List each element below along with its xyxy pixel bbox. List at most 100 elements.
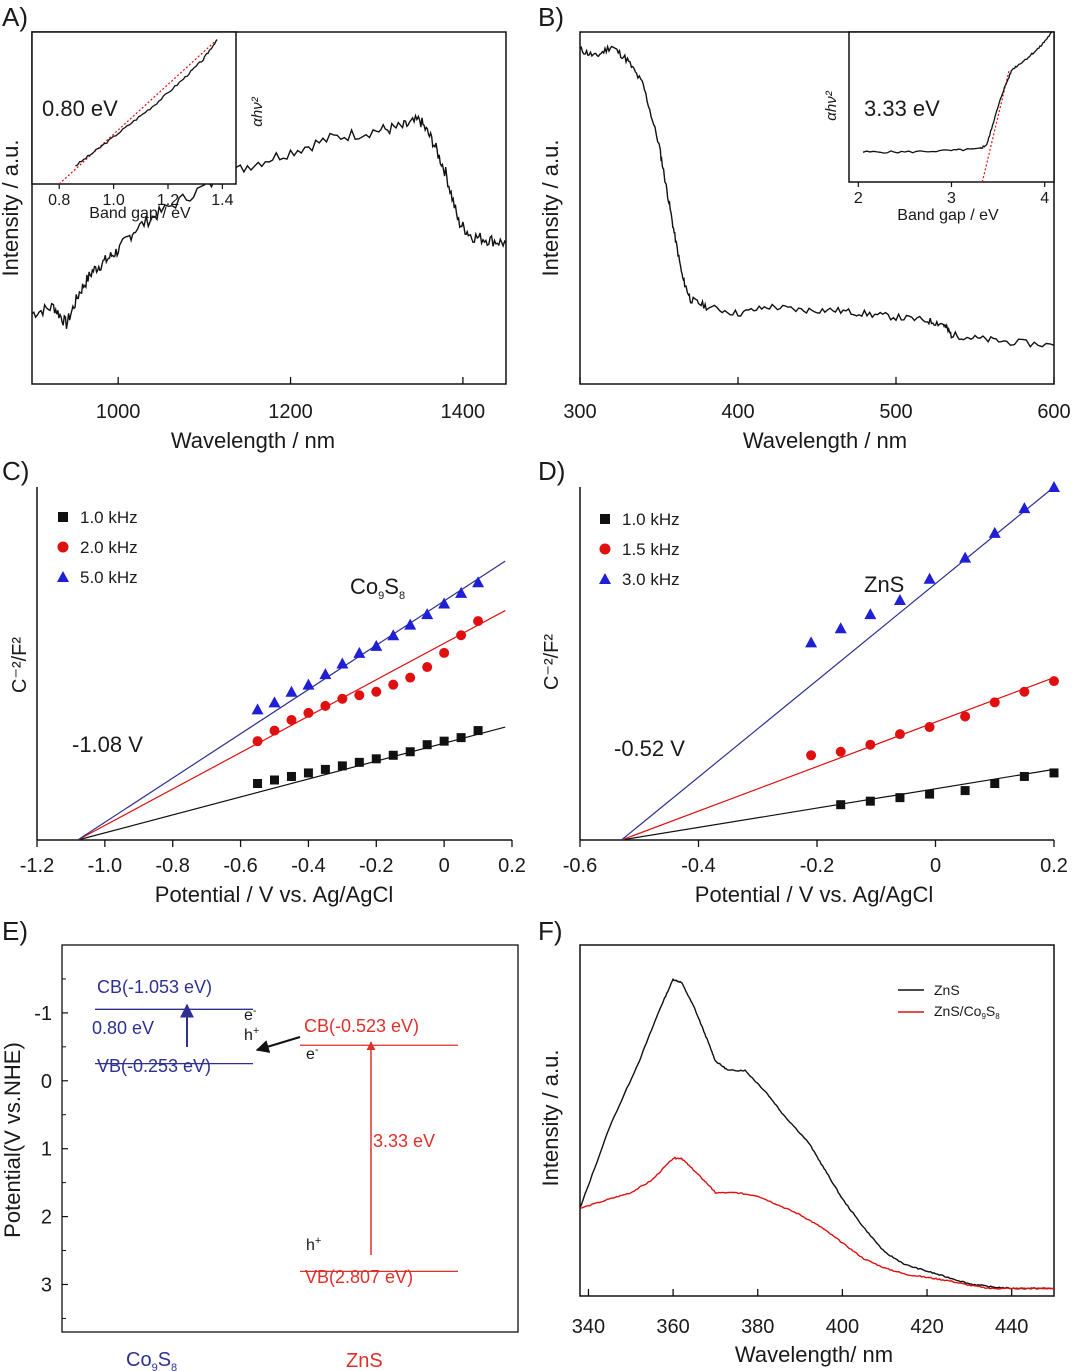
electron-label: e- — [306, 1044, 319, 1063]
y-tick-labels: -1 0 1 2 3 — [34, 1003, 52, 1297]
zns-cb-label: CB(-0.523 eV) — [304, 1016, 419, 1036]
electron-label: e- — [244, 1005, 257, 1024]
data-point-square — [865, 796, 875, 806]
panel-label: D) — [538, 456, 565, 486]
x-axis-ticks — [579, 377, 1055, 384]
x-tick-label: -0.8 — [155, 855, 189, 877]
inset-frame — [848, 31, 1055, 183]
band-gap-annotation: 0.80 eV — [42, 96, 118, 121]
x-tick-label: 0.2 — [1040, 855, 1068, 877]
pl-series — [579, 977, 1055, 1290]
data-point-circle — [865, 739, 876, 750]
data-point-circle — [354, 690, 365, 701]
data-point-square — [836, 800, 846, 810]
data-point-triangle — [404, 618, 417, 630]
data-point-circle — [456, 630, 467, 641]
flatband-annotation: -0.52 V — [614, 736, 685, 761]
pl-line-zns — [579, 977, 1055, 1290]
inset-y-axis-label: αhν² — [823, 90, 840, 120]
x-axis-label: Wavelength / nm — [743, 428, 907, 453]
legend-marker-triangle — [57, 571, 69, 582]
data-point-circle — [894, 729, 905, 740]
y-tick-label: 1 — [41, 1139, 52, 1161]
data-point-circle — [286, 714, 297, 725]
legend: 1.0 kHz 1.5 kHz 3.0 kHz — [599, 510, 680, 589]
data-point-circle — [405, 672, 416, 683]
data-point-square — [303, 768, 313, 778]
x-axis-ticks — [587, 1289, 1013, 1296]
pl-line-composite — [579, 1156, 1055, 1290]
data-point-square — [990, 779, 1000, 789]
data-point-circle — [989, 697, 1000, 708]
data-point-square — [1019, 771, 1029, 781]
x-axis-ticks — [579, 840, 1055, 847]
data-point-circle — [924, 722, 935, 733]
data-point-triangle — [893, 593, 906, 605]
data-point-circle — [269, 725, 280, 736]
fit-line — [77, 726, 506, 841]
x-tick-label: 1400 — [441, 401, 486, 423]
inset-plot: 0.8 1.0 1.2 1.4 Band gap / eV αhν² 0.80 eV — [31, 31, 266, 222]
x-axis-ticks — [117, 377, 464, 384]
panel-label: B) — [538, 2, 564, 32]
x-tick-label: -0.6 — [223, 855, 257, 877]
panel-f: F) 340 360 380 400 420 440 Intensity / a.u. W… — [538, 916, 1055, 1367]
data-point-triangle — [1018, 502, 1031, 514]
zns-material-label: ZnS — [346, 1350, 383, 1371]
hole-label: h+ — [244, 1025, 259, 1044]
band-gap-annotation: 3.33 eV — [864, 96, 940, 121]
data-point-square — [895, 793, 905, 803]
data-point-square — [270, 775, 279, 785]
data-point-triangle — [805, 636, 818, 648]
material-label: Co9S8 — [350, 574, 405, 602]
data-point-square — [439, 736, 449, 746]
data-point-square — [960, 786, 970, 796]
data-point-triangle — [370, 639, 383, 651]
x-tick-label: 440 — [995, 1316, 1028, 1338]
data-point-square — [371, 754, 381, 764]
inset-x-axis-label: Band gap / eV — [897, 207, 999, 224]
inset-x-tick-label: 2 — [854, 190, 863, 207]
co9s8-material-label: Co9S8 — [126, 1349, 177, 1371]
data-point-square — [405, 747, 415, 757]
y-axis-label: Intensity / a.u. — [538, 1050, 563, 1187]
data-point-triangle — [387, 629, 400, 641]
data-point-square — [388, 750, 398, 760]
inset-x-tick-label: 1.0 — [102, 192, 124, 209]
co9s8-cb-label: CB(-1.053 eV) — [97, 977, 212, 997]
data-point-triangle — [302, 678, 315, 690]
data-point-circle — [337, 693, 348, 704]
data-point-triangle — [336, 657, 349, 669]
data-point-circle — [303, 707, 314, 718]
x-tick-labels: 1000 1200 1400 — [96, 401, 485, 423]
legend-label: 3.0 kHz — [622, 570, 680, 589]
absorbance-line — [31, 113, 507, 329]
x-tick-labels: -1.2 -1.0 -0.8 -0.6 -0.4 -0.2 0 0.2 — [20, 855, 526, 877]
x-tick-label: 340 — [572, 1316, 605, 1338]
data-point-triangle — [438, 597, 451, 609]
data-point-triangle — [353, 646, 366, 658]
data-point-triangle — [472, 576, 485, 588]
y-tick-label: -1 — [34, 1003, 52, 1025]
x-tick-labels: -0.6 -0.4 -0.2 0 0.2 — [563, 855, 1068, 877]
inset-x-tick-label: 3 — [947, 190, 956, 207]
data-point-circle — [439, 647, 450, 658]
data-point-square — [286, 771, 296, 781]
data-point-triangle — [834, 622, 847, 634]
panel-d: D) -0.6 -0.4 -0.2 0 0.2 C⁻²/F² Potential / V… — [538, 456, 1068, 907]
data-point-square — [473, 726, 483, 736]
legend-marker-square — [600, 514, 610, 524]
x-tick-label: 360 — [656, 1316, 689, 1338]
legend-label-zns: ZnS — [934, 982, 960, 998]
legend-marker-circle — [57, 541, 69, 553]
charge-transfer-arrow — [255, 1035, 301, 1053]
x-axis-label: Potential / V vs. Ag/AgCl — [155, 882, 393, 907]
data-point-square — [337, 761, 347, 771]
legend-label: 1.0 kHz — [80, 508, 138, 527]
x-axis-label: Wavelength / nm — [171, 428, 335, 453]
y-axis-label: C⁻²/F² — [541, 634, 563, 690]
data-point-triangle — [959, 551, 972, 563]
x-tick-label: 600 — [1037, 401, 1070, 423]
material-label: ZnS — [864, 572, 904, 597]
x-tick-label: 1000 — [96, 401, 141, 423]
